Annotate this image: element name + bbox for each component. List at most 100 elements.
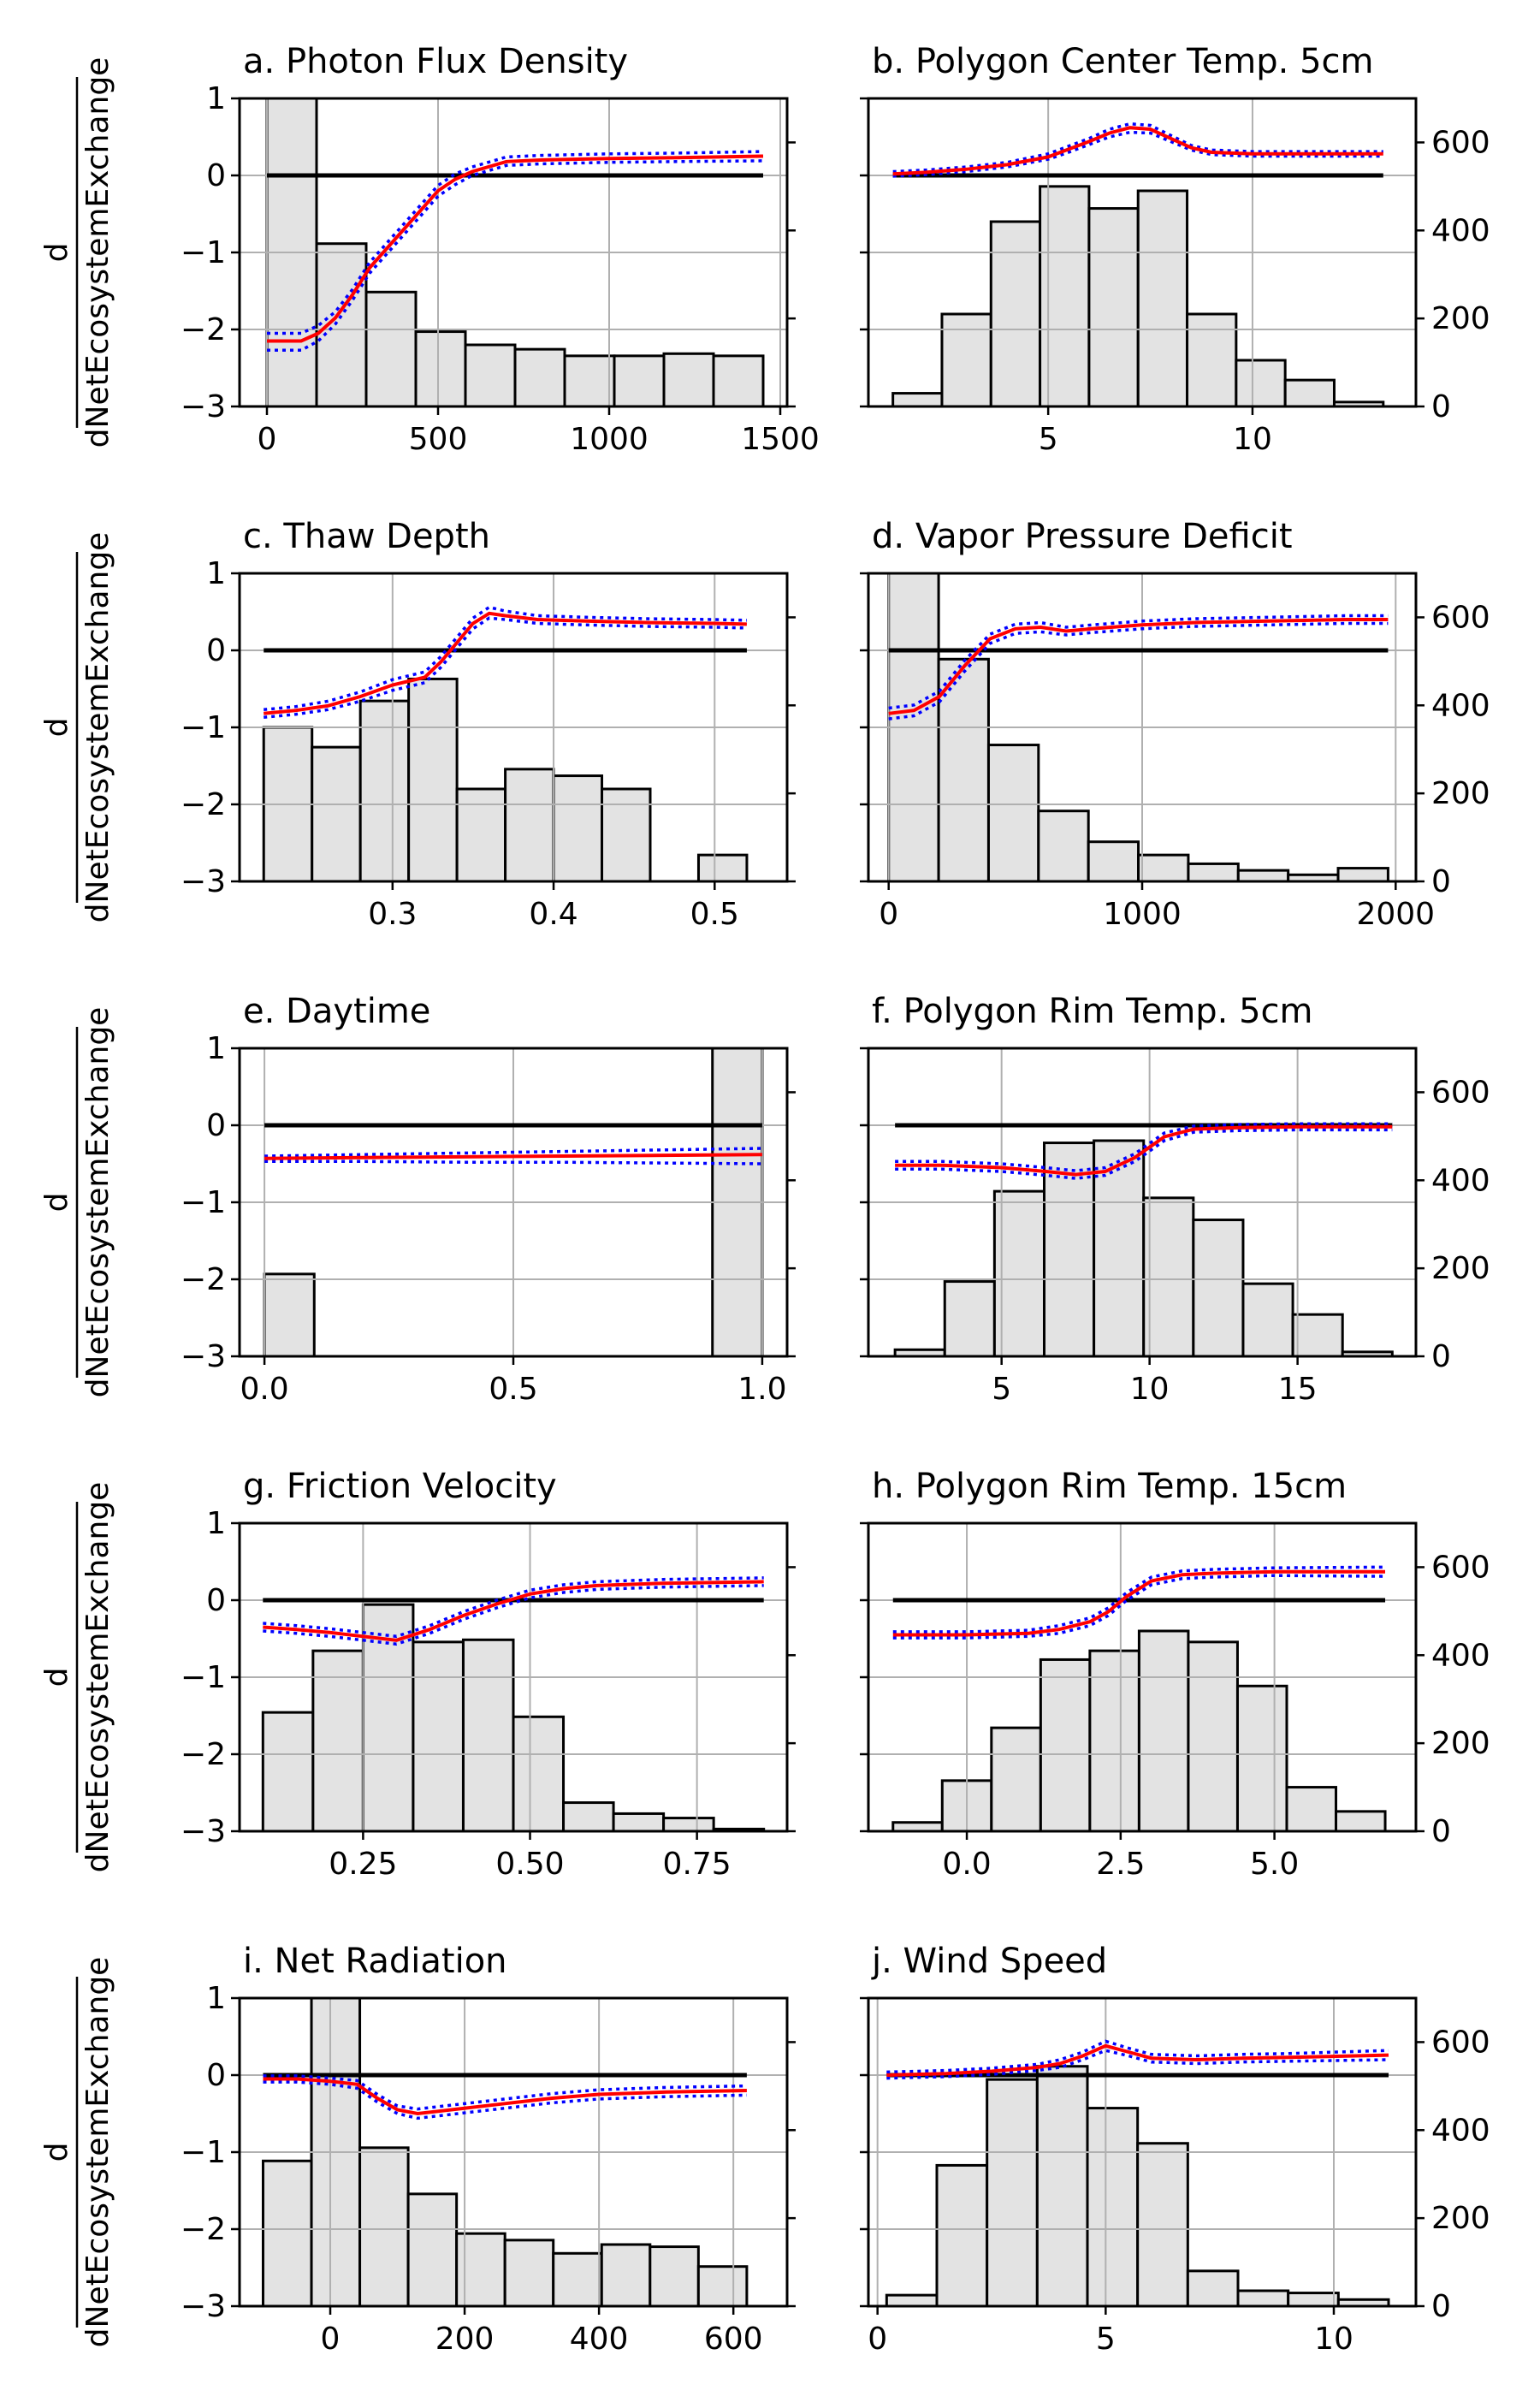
- ci-lower-line: [264, 1159, 762, 1165]
- y-tick-label: 1: [206, 1506, 226, 1541]
- effect-curves: [888, 614, 1389, 721]
- histogram-bar: [552, 774, 604, 881]
- histogram-bar: [612, 1812, 666, 1831]
- histogram-bar: [1332, 400, 1385, 406]
- histogram-bar: [406, 2192, 459, 2306]
- histogram-bar: [1192, 1219, 1245, 1356]
- y-tick-label: −1: [181, 2135, 226, 2170]
- histogram-bar: [261, 1711, 315, 1831]
- panel-title: e. Daytime: [243, 992, 430, 1031]
- histogram-bar: [310, 1998, 362, 2306]
- y2-tick-label: 600: [1431, 600, 1490, 635]
- panel-title: g. Friction Velocity: [243, 1467, 557, 1506]
- y-label-denominator: dNetEcosystemExchange: [80, 1957, 116, 2348]
- x-tick-label: 5: [1039, 422, 1058, 457]
- x-tick-label: 2000: [1356, 897, 1435, 932]
- histogram-bar: [1335, 1810, 1387, 1831]
- histogram-bar: [503, 2239, 555, 2306]
- histogram-bar: [712, 354, 765, 406]
- y2-tick-label: 0: [1431, 1814, 1451, 1849]
- panel-title: j. Wind Speed: [871, 1942, 1107, 1981]
- y2-tick-label: 0: [1431, 2289, 1451, 2324]
- histogram-bar: [1037, 810, 1090, 881]
- histogram-bar: [1086, 2107, 1140, 2306]
- histogram-bar: [601, 787, 652, 881]
- x-tick-label: 0.0: [240, 1372, 288, 1407]
- histogram-bar: [563, 354, 616, 406]
- histogram-bar: [1039, 1658, 1092, 1831]
- y-axis-label: d dNetEcosystemExchange: [39, 1482, 116, 1873]
- effect-curves: [886, 2039, 1389, 2080]
- panel-title: f. Polygon Rim Temp. 5cm: [872, 992, 1313, 1031]
- histogram-bar: [358, 699, 411, 881]
- ci-lower-line: [895, 1128, 1393, 1180]
- effect-curves: [263, 1576, 764, 1646]
- y2-tick-label: 200: [1431, 2201, 1490, 2236]
- histogram-bar: [1187, 862, 1240, 881]
- histogram-bar: [600, 2243, 652, 2306]
- y-tick-label: 0: [206, 1108, 226, 1143]
- y-tick-label: 1: [206, 556, 226, 591]
- histogram-bar: [1236, 869, 1290, 881]
- histogram-bar: [261, 2159, 313, 2306]
- y-label-denominator: dNetEcosystemExchange: [80, 57, 116, 448]
- histogram-bar: [311, 1649, 364, 1831]
- mean-effect-line: [895, 1124, 1393, 1177]
- histogram-bar: [1186, 312, 1238, 406]
- histogram-bar: [1136, 189, 1189, 406]
- panel-title: c. Thaw Depth: [243, 517, 490, 556]
- y-tick-label: −1: [181, 1185, 226, 1220]
- x-tick-label: 1500: [741, 422, 820, 457]
- y-label-denominator: dNetEcosystemExchange: [80, 1482, 116, 1873]
- y-tick-label: 0: [206, 2058, 226, 2093]
- histogram-bar: [1287, 2292, 1340, 2306]
- panel-title: b. Polygon Center Temp. 5cm: [872, 42, 1373, 81]
- histogram: [885, 2065, 1390, 2306]
- y-label-denominator: dNetEcosystemExchange: [80, 532, 116, 923]
- y-tick-label: 0: [206, 158, 226, 193]
- y-label-numerator: d: [39, 243, 74, 263]
- y-tick-label: 0: [206, 633, 226, 668]
- y2-tick-label: 600: [1431, 125, 1490, 160]
- histogram-bar: [455, 787, 507, 881]
- histogram-bar: [1137, 853, 1190, 881]
- x-tick-label: 0.75: [663, 1847, 732, 1882]
- y2-tick-label: 0: [1431, 864, 1451, 899]
- histogram: [262, 677, 749, 881]
- histogram-bar: [358, 2146, 410, 2306]
- histogram-bar: [711, 1048, 764, 1356]
- y-axis-label: d dNetEcosystemExchange: [39, 1007, 116, 1398]
- y-tick-label: 1: [206, 1031, 226, 1066]
- y2-tick-label: 400: [1431, 1638, 1490, 1673]
- histogram-bar: [315, 242, 368, 406]
- y2-tick-label: 600: [1431, 2025, 1490, 2060]
- histogram-bar: [513, 347, 566, 406]
- ci-lower-line: [267, 159, 764, 353]
- histogram-bar: [1236, 2289, 1290, 2306]
- x-tick-label: 0: [879, 897, 898, 932]
- histogram-bar: [986, 2078, 1039, 2306]
- panel-title: d. Vapor Pressure Deficit: [872, 517, 1293, 556]
- effect-curves: [264, 1147, 762, 1165]
- histogram-bar: [662, 352, 715, 406]
- histogram-bar: [992, 1189, 1045, 1356]
- y2-tick-label: 400: [1431, 213, 1490, 248]
- x-tick-label: 0.50: [495, 1847, 564, 1882]
- histogram-bar: [1136, 2142, 1189, 2306]
- histogram: [265, 98, 765, 406]
- mean-effect-line: [892, 1569, 1385, 1637]
- histogram-bar: [1087, 207, 1140, 406]
- x-tick-label: 1000: [570, 422, 649, 457]
- histogram-bar: [512, 1715, 566, 1831]
- histogram-bar: [662, 1817, 715, 1831]
- x-tick-label: 10: [1130, 1372, 1170, 1407]
- mean-effect-line: [267, 154, 764, 343]
- y-tick-label: −2: [181, 787, 226, 822]
- panel-g: 0.25 0.50 0.75 −3 −2 −1 0 1 g. Friction Velocity…: [39, 1467, 796, 1882]
- panel-c: 0.3 0.4 0.5 −3 −2 −1 0 1 c. Thaw Depth d dNetEcosy…: [39, 517, 796, 932]
- mean-effect-line: [892, 126, 1383, 176]
- panel-title: h. Polygon Rim Temp. 15cm: [872, 1467, 1347, 1506]
- histogram-bar: [940, 312, 992, 406]
- y2-tick-label: 200: [1431, 301, 1490, 336]
